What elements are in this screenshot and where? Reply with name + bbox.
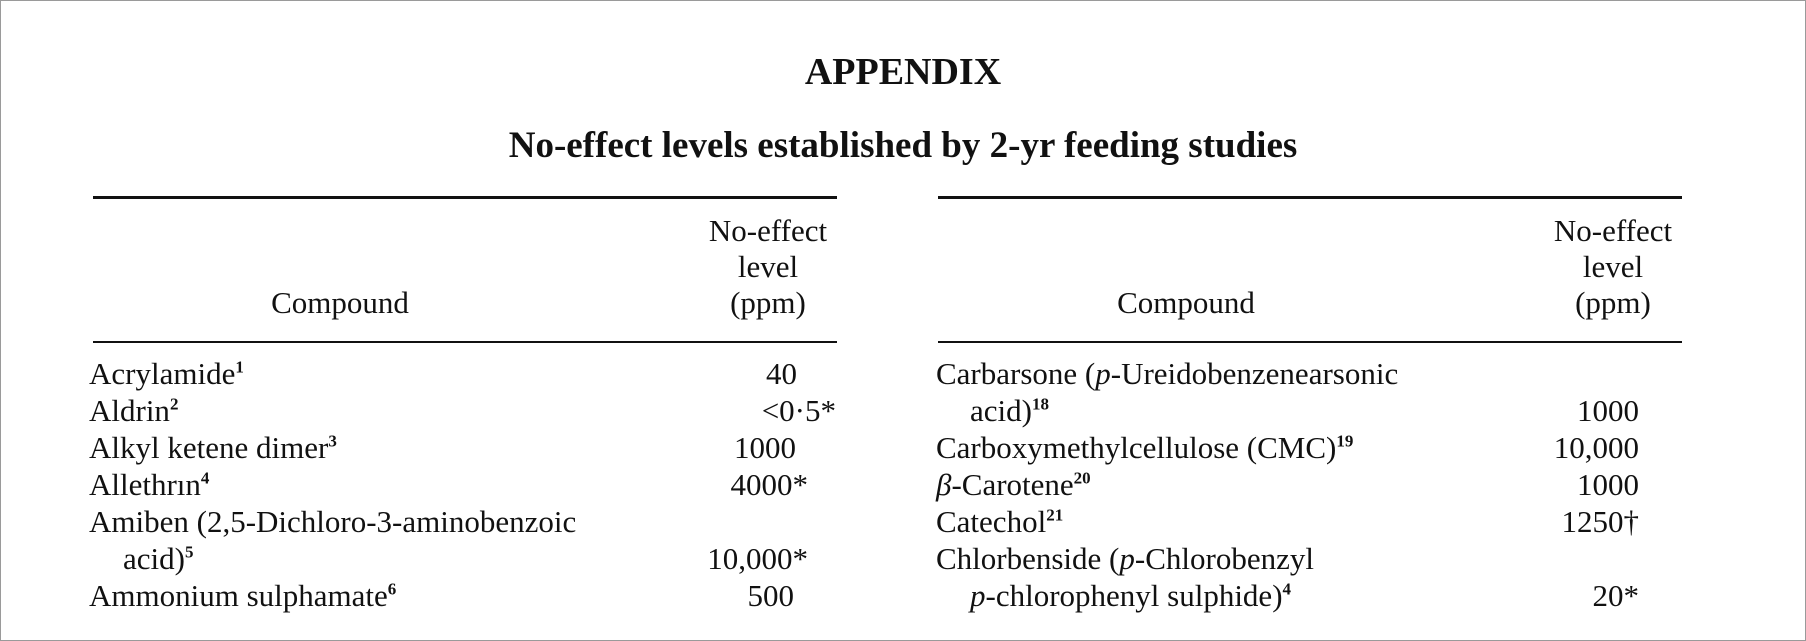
no-effect-value: 40 (766, 356, 797, 391)
table-row: Allethrın4 (89, 467, 210, 502)
left-header-rule (93, 341, 837, 343)
left-level-header: No-effect level (ppm) (708, 213, 828, 320)
table-row: Carbarsone (p-Ureidobenzenearsonic (936, 356, 1399, 391)
table-row-continuation: acid)5 (123, 541, 194, 576)
no-effect-value: 1000 (1577, 467, 1639, 502)
table-row: Amiben (2,5-Dichloro-3-aminobenzoic (89, 504, 577, 539)
right-level-header: No-effect level (ppm) (1553, 213, 1673, 320)
no-effect-value: 500 (747, 578, 795, 613)
left-compound-header: Compound (271, 285, 409, 320)
table-row: Acrylamide1 (89, 356, 244, 391)
table-caption: No-effect levels established by 2-yr fee… (508, 125, 1298, 166)
right-top-rule (938, 196, 1682, 199)
table-row: Catechol21 (936, 504, 1064, 539)
left-top-rule (93, 196, 837, 199)
table-row: Carboxymethylcellulose (CMC)19 (936, 430, 1354, 465)
right-header-rule (938, 341, 1682, 343)
no-effect-value: 1250† (1561, 504, 1640, 539)
table-row: β-Carotene20 (936, 467, 1091, 502)
appendix-title: APPENDIX (804, 51, 1002, 93)
right-compound-header: Compound (1117, 285, 1255, 320)
no-effect-value: 1000 (1577, 393, 1639, 428)
no-effect-value: 10,000* (707, 541, 808, 576)
table-row-continuation: acid)18 (970, 393, 1049, 428)
table-row: Chlorbenside (p-Chlorobenzyl (936, 541, 1314, 576)
no-effect-value: 10,000 (1553, 430, 1639, 465)
no-effect-value: <0·5* (761, 393, 836, 428)
table-row: Alkyl ketene dimer3 (89, 430, 337, 465)
table-row: Aldrin2 (89, 393, 179, 428)
no-effect-value: 4000* (730, 467, 809, 502)
no-effect-value: 1000 (734, 430, 796, 465)
table-row-continuation: p-chlorophenyl sulphide)4 (970, 578, 1292, 613)
no-effect-value: 20* (1592, 578, 1640, 613)
table-row: Ammonium sulphamate6 (89, 578, 397, 613)
